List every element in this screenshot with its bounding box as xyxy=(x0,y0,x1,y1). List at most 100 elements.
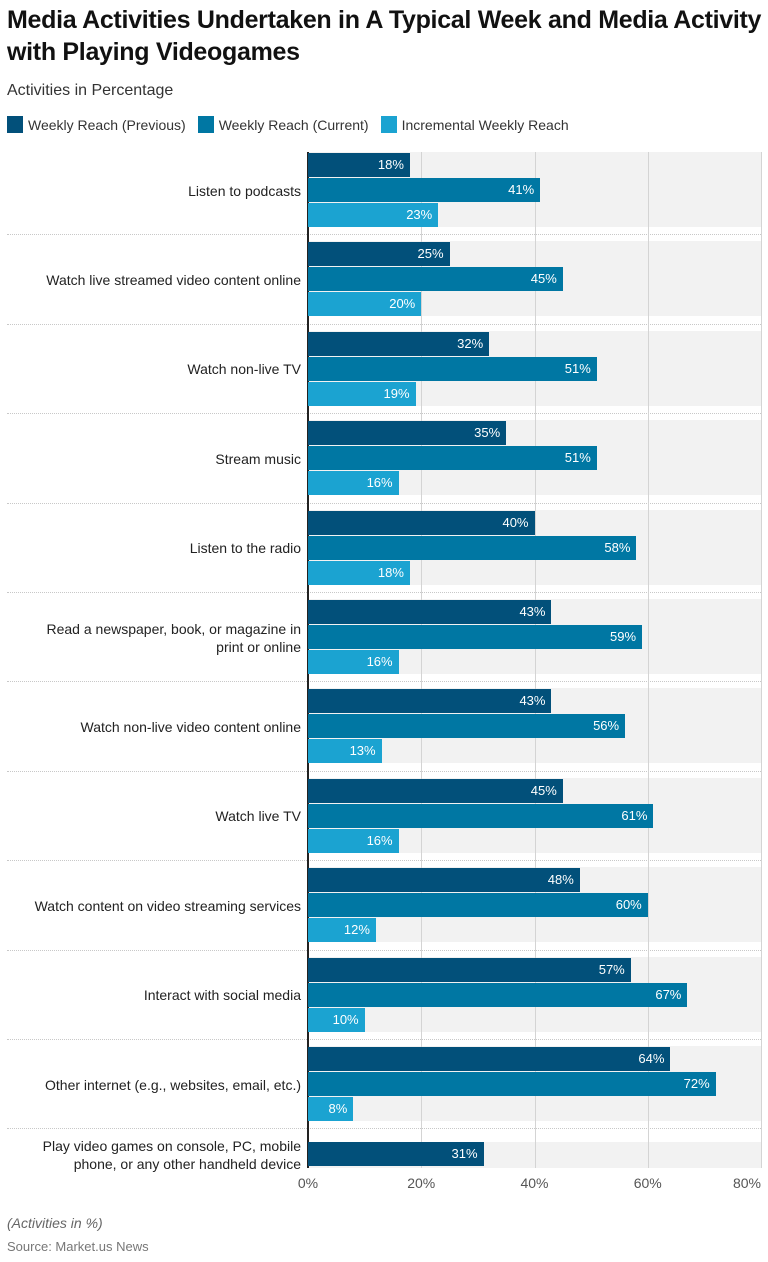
category-label-line: print or online xyxy=(216,638,301,655)
bar: 45% xyxy=(308,778,563,803)
bar-value-label: 43% xyxy=(519,693,546,709)
bar-value-label: 31% xyxy=(451,1146,478,1162)
chart-title: Media Activities Undertaken in A Typical… xyxy=(7,6,762,66)
bar: 43% xyxy=(308,600,552,624)
bar-value-label: 16% xyxy=(366,832,393,848)
bar: 19% xyxy=(308,381,416,406)
bar-value-label: 10% xyxy=(332,1011,359,1027)
bar-value-label: 20% xyxy=(389,296,416,312)
category-label-line: phone, or any other handheld device xyxy=(73,1155,301,1172)
category-label-line: Watch live streamed video content online xyxy=(46,271,301,288)
bar: 18% xyxy=(308,153,410,177)
bar: 12% xyxy=(308,918,376,943)
row-separator xyxy=(7,234,761,236)
bar-value-label: 8% xyxy=(328,1101,348,1116)
category-label-line: Watch non-live TV xyxy=(187,361,301,378)
row-separator xyxy=(7,413,761,415)
gridline xyxy=(534,152,536,1168)
legend-item: Incremental Weekly Reach xyxy=(380,116,569,133)
category-label-line: Stream music xyxy=(215,450,301,467)
legend-swatch xyxy=(7,116,23,133)
x-tick-label: 40% xyxy=(520,1175,549,1191)
category-label: Listen to the radio xyxy=(0,539,301,557)
category-label-line: Interact with social media xyxy=(143,987,301,1004)
row-separator xyxy=(7,592,761,593)
category-label: Watch non-live video content online xyxy=(0,718,302,736)
legend-swatch xyxy=(197,116,214,133)
bar: 58% xyxy=(308,535,637,560)
bar: 18% xyxy=(308,560,410,585)
legend-label: Weekly Reach (Previous) xyxy=(28,116,186,133)
category-label: Stream music xyxy=(0,450,301,468)
bar-value-label: 72% xyxy=(683,1076,710,1091)
bar-value-label: 56% xyxy=(593,718,620,734)
category-label: Listen to podcasts xyxy=(0,182,301,200)
row-separator xyxy=(7,1128,761,1130)
row-separator xyxy=(7,681,761,683)
category-label-line: Listen to podcasts xyxy=(188,182,301,199)
legend-label: Incremental Weekly Reach xyxy=(401,116,569,133)
bar-value-label: 51% xyxy=(564,360,591,376)
bar-value-label: 61% xyxy=(621,807,648,823)
chart-note: (Activities in %) xyxy=(7,1215,103,1231)
bar: 40% xyxy=(308,510,535,535)
y-axis-line xyxy=(307,152,309,1168)
category-label: Watch live streamed video content online xyxy=(0,271,301,289)
bar: 20% xyxy=(308,292,422,317)
row-separator xyxy=(7,323,761,325)
bar: 45% xyxy=(308,267,563,292)
category-label: Interact with social media xyxy=(0,986,301,1004)
row-separator xyxy=(7,502,761,504)
bar: 48% xyxy=(308,868,580,893)
x-tick-label: 60% xyxy=(633,1175,662,1191)
row-separator xyxy=(7,770,761,772)
bar: 25% xyxy=(308,242,450,267)
gridline xyxy=(647,152,649,1168)
gridline xyxy=(421,152,423,1168)
bar-value-label: 40% xyxy=(502,514,529,530)
bar-value-label: 57% xyxy=(598,961,625,977)
bar-value-label: 18% xyxy=(377,157,404,172)
category-label-line: Read a newspaper, book, or magazine in xyxy=(46,620,302,637)
bar: 16% xyxy=(308,471,399,496)
legend-item: Weekly Reach (Previous) xyxy=(7,116,186,133)
bar: 60% xyxy=(308,893,648,918)
x-tick-label: 0% xyxy=(297,1175,319,1191)
chart-subtitle: Activities in Percentage xyxy=(7,82,174,99)
bar-value-label: 45% xyxy=(530,782,557,798)
category-label: Play video games on console, PC, mobile p… xyxy=(0,1137,301,1173)
chart-source: Source: Market.us News xyxy=(7,1239,149,1254)
bar: 16% xyxy=(308,650,399,674)
category-label-line: Listen to the radio xyxy=(189,540,301,557)
bar: 61% xyxy=(308,803,654,828)
x-tick-label: 80% xyxy=(732,1175,762,1191)
category-label-line: Other internet (e.g., websites, email, e… xyxy=(45,1076,301,1093)
bar-value-label: 16% xyxy=(366,654,393,669)
bar-value-label: 25% xyxy=(417,246,444,262)
bar: 13% xyxy=(308,739,382,764)
category-label: Watch content on video streaming service… xyxy=(0,897,301,915)
bar-value-label: 51% xyxy=(564,450,591,466)
legend-item: Weekly Reach (Current) xyxy=(197,116,369,133)
bar: 31% xyxy=(308,1142,484,1167)
bar-value-label: 41% xyxy=(508,182,535,197)
bar-value-label: 12% xyxy=(343,922,370,938)
category-label: Other internet (e.g., websites, email, e… xyxy=(0,1076,301,1094)
bar: 10% xyxy=(308,1007,365,1032)
category-label-line: Play video games on console, PC, mobile xyxy=(42,1137,301,1154)
x-tick-label: 20% xyxy=(407,1175,436,1191)
bar-value-label: 60% xyxy=(615,897,642,913)
bar-value-label: 48% xyxy=(547,872,574,888)
legend: Weekly Reach (Previous) Weekly Reach (Cur… xyxy=(7,116,569,133)
bar: 56% xyxy=(308,714,626,739)
category-label: Watch live TV xyxy=(0,807,301,825)
bar-value-label: 32% xyxy=(457,335,484,351)
bar: 51% xyxy=(308,446,597,471)
bar: 72% xyxy=(308,1072,716,1096)
bar-value-label: 67% xyxy=(655,986,682,1002)
bar: 23% xyxy=(308,203,439,227)
bar: 43% xyxy=(308,689,552,714)
bar-value-label: 43% xyxy=(519,604,546,619)
row-separator xyxy=(7,860,761,862)
bar-value-label: 64% xyxy=(638,1051,665,1066)
